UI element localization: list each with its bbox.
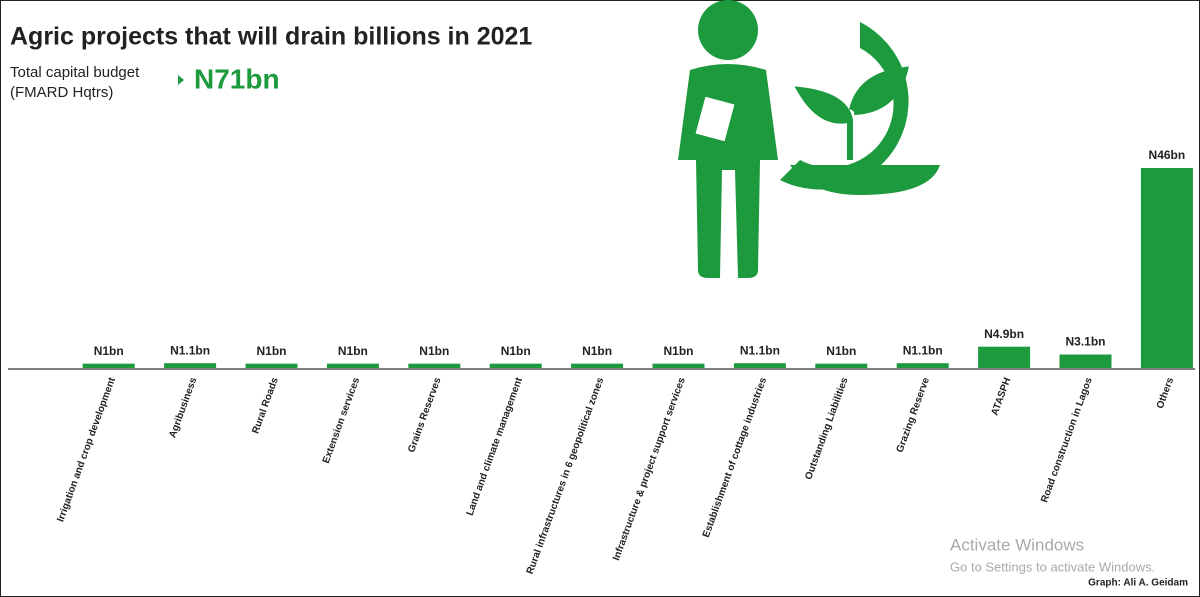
- bar: [489, 363, 542, 368]
- bar: [1059, 354, 1112, 368]
- subtitle: (FMARD Hqtrs): [10, 84, 113, 101]
- value-label: N1bn: [257, 344, 287, 358]
- bar: [326, 363, 379, 368]
- illustration: [678, 0, 940, 278]
- bar: [978, 346, 1031, 368]
- bar: [733, 363, 786, 368]
- value-label: N1bn: [419, 344, 449, 358]
- bar: [652, 363, 705, 368]
- bar: [82, 363, 135, 368]
- value-label: N1.1bn: [740, 343, 780, 357]
- value-label: N1bn: [582, 344, 612, 358]
- value-label: N1bn: [94, 344, 124, 358]
- credit: Graph: Ali A. Geidam: [1088, 578, 1188, 589]
- value-label: N1.1bn: [903, 343, 943, 357]
- bar: [245, 363, 298, 368]
- value-label: N4.9bn: [984, 327, 1024, 341]
- value-label: N46bn: [1149, 148, 1186, 162]
- subtitle: Total capital budget: [10, 64, 140, 81]
- value-label: N1bn: [338, 344, 368, 358]
- chart-title: Agric projects that will drain billions …: [10, 23, 532, 51]
- watermark: Go to Settings to activate Windows.: [950, 559, 1155, 574]
- value-label: N1bn: [501, 344, 531, 358]
- bar: [408, 363, 461, 368]
- total: N71bn: [194, 63, 280, 94]
- bar: [571, 363, 624, 368]
- pointer: [178, 75, 184, 85]
- watermark: Activate Windows: [950, 535, 1084, 554]
- value-label: N1bn: [664, 344, 694, 358]
- bar: [896, 363, 949, 368]
- bar: [815, 363, 868, 368]
- bar: [164, 363, 217, 368]
- value-label: N1bn: [826, 344, 856, 358]
- value-label: N1.1bn: [170, 343, 210, 357]
- value-label: N3.1bn: [1065, 335, 1105, 349]
- bar: [1140, 168, 1193, 368]
